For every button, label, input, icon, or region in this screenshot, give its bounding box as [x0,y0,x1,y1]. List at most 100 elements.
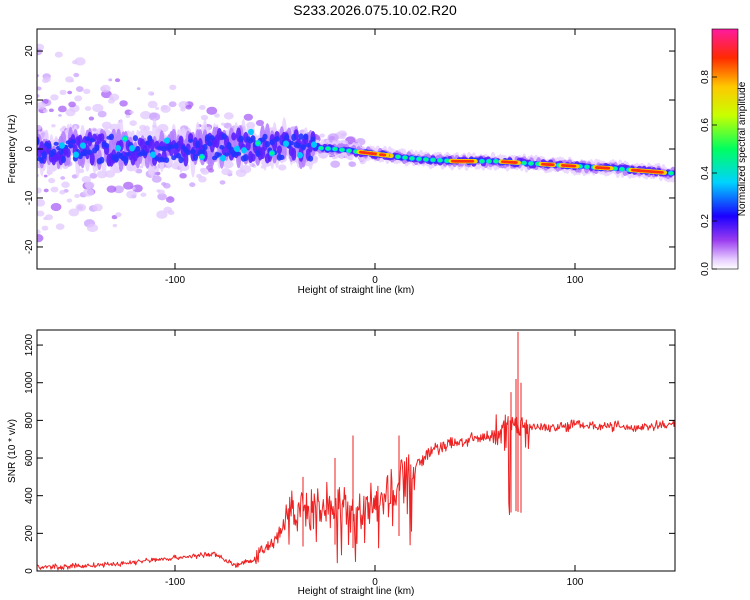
spectrogram-cell [669,171,673,175]
colorbar-tick-label: 0.2 [700,214,711,228]
spectrogram-cell [256,141,260,145]
spectrogram-y-tick-label: -20 [24,239,35,254]
spectrogram-cell [115,212,122,218]
spectrogram-cell [39,157,45,164]
spectrogram-cell [613,166,617,171]
spectrogram-cell [73,151,79,158]
spectrogram-cell [662,170,667,175]
spectrogram-cell [659,171,664,174]
spectrogram-cell [319,146,323,150]
spectrogram-cell [221,133,227,140]
spectrogram-cell [220,154,226,162]
spectrogram-cell [126,190,137,199]
spectrogram-cell [61,181,70,188]
snr-x-tick-label: -100 [165,577,185,588]
spectrogram-cell [178,135,184,147]
spectrogram-cell [147,135,153,142]
spectrogram-cell [410,156,414,161]
snr-x-axis-label: Height of straight line (km) [298,586,415,597]
spectrogram-cell [112,223,118,228]
spectrogram-cell [574,164,580,169]
spectrogram-cell [159,156,165,163]
spectrogram-cell [132,135,138,142]
spectrogram-cell [327,133,339,142]
spectrogram-cell [74,95,83,102]
spectrogram-cell [150,151,156,158]
spectrogram-cell [161,182,167,186]
spectrogram-cell [59,190,66,195]
spectrogram-cell [60,130,66,145]
spectrogram-cell [125,151,131,157]
spectrogram-cell [48,108,54,113]
spectrogram-cell [70,139,76,144]
spectrogram-cell [209,135,215,141]
spectrogram-cell [92,103,104,113]
spectrogram-cell [97,110,107,118]
spectrogram-cell [180,107,186,112]
spectrogram-cell [156,210,168,219]
spectrogram-cell [140,110,152,120]
spectrogram-cell [94,144,100,151]
spectrogram-cell [51,148,57,156]
snr-y-tick-label: 800 [24,412,35,429]
spectrogram-cell [37,74,40,78]
spectrogram-cell [223,112,234,120]
spectrogram-cell [480,159,484,163]
spectrogram-cell [135,168,143,174]
spectrogram-cell [164,137,170,144]
spectrogram-cell [278,164,287,171]
spectrogram-cell [250,135,256,143]
spectrogram-cell [300,144,306,150]
spectrogram-cell [298,133,304,140]
spectrogram-cell [291,148,297,161]
colorbar-tick-label: 0.4 [700,166,711,180]
spectrogram-cell [67,90,73,95]
spectrogram-cell [206,106,218,115]
spectrogram-cell [279,154,285,161]
spectrogram-cell [224,152,230,157]
spectrogram-y-tick-label: 20 [24,45,35,57]
colorbar-tick-label: 0.0 [700,262,711,276]
spectrogram-cell [288,140,294,146]
spectrogram-cell [311,141,317,148]
spectrogram-cell [37,187,42,194]
spectrogram-cell [92,128,97,132]
spectrogram-cell [333,147,337,151]
spectrogram-cell [445,159,449,163]
spectrogram-cell [71,174,78,179]
spectrogram-cell [189,182,196,188]
spectrogram-cell [200,149,206,156]
spectrogram-cell [199,167,206,173]
spectrogram-cell [284,134,290,141]
spectrogram-cell [513,161,518,164]
spectrogram-cell [470,159,475,163]
snr-y-tick-label: 0 [24,568,35,574]
spectrogram-cell [305,143,311,148]
spectrogram-cell [340,148,344,152]
spectrogram-x-tick-label: 0 [372,275,378,286]
spectrogram-cell [37,138,40,146]
spectrogram-cell [161,145,167,152]
spectrogram-cell [37,234,44,243]
spectrogram-cell [50,203,62,212]
spectrogram-cell [195,140,201,149]
spectrogram-cell [227,170,233,175]
spectrogram-cell [274,136,280,142]
spectrogram-cell [326,146,330,151]
spectrogram-cell [82,148,88,157]
snr-y-tick-label: 400 [24,487,35,504]
spectrogram-cell [144,140,150,145]
spectrogram-cell [337,130,348,138]
spectrogram-cell [303,133,309,140]
spectrogram-cell [243,153,249,162]
spectrogram-cell [173,142,179,150]
spectrogram-cell [60,176,66,180]
spectrogram-cell [37,199,46,207]
spectrogram-cell [75,203,87,212]
spectrogram-cell [403,155,407,160]
spectrogram-cell [231,132,237,141]
spectrogram-cell [37,93,40,98]
spectrogram-cell [74,193,80,199]
spectrogram-cell [58,147,64,155]
